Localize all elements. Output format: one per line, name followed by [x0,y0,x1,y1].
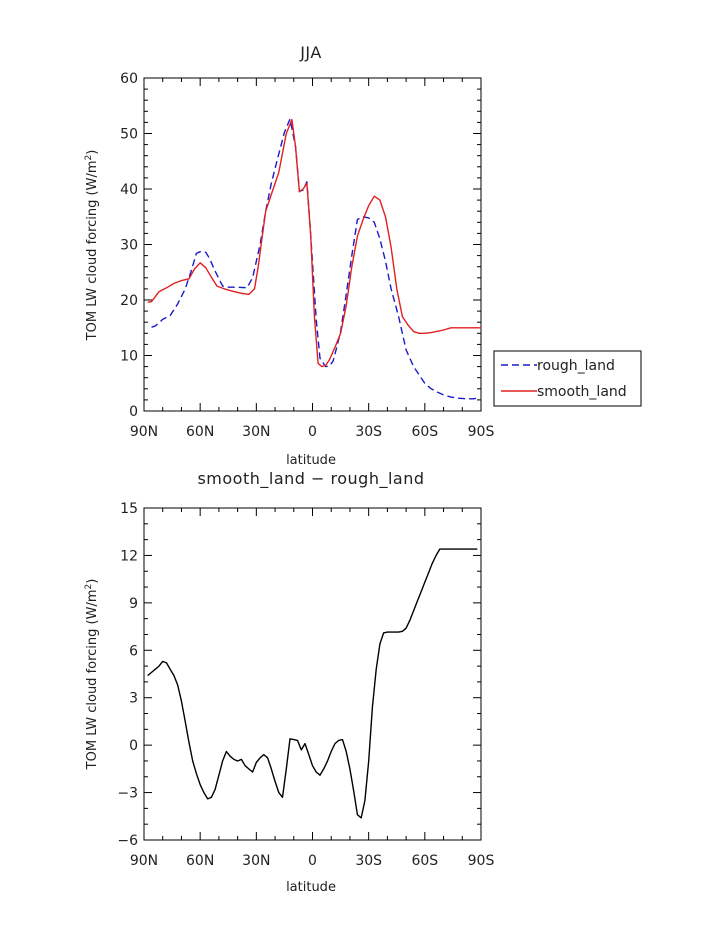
bottom-y-tick-label: −3 [117,786,138,802]
legend: rough_land smooth_land [493,350,642,407]
bottom-y-tick-label: 15 [120,501,138,517]
top-x-tick-label: 30S [355,424,382,440]
top-y-tick-label: 30 [120,238,138,254]
top-xaxis-label: latitude [286,453,336,468]
bottom-y-tick-label: 0 [129,738,138,754]
top-chart-title: JJA [299,43,322,62]
bottom-chart-title: smooth_land − rough_land [197,469,424,489]
top-x-tick-label: 0 [308,424,317,440]
top-yaxis-label: TOM LW cloud forcing (W/m2) [84,150,100,342]
legend-rough-land-label: rough_land [537,358,615,374]
bottom-y-tick-label: 12 [120,548,138,564]
legend-box [493,350,642,407]
legend-smooth-land-label: smooth_land [537,384,627,400]
bottom-x-tick-label: 90N [130,853,158,869]
bottom-x-tick-label: 0 [308,853,317,869]
top-plot-frame [143,77,482,412]
top-y-tick-label: 50 [120,127,138,143]
top-series-rough-land [151,118,480,400]
top-y-tick-label: 40 [120,182,138,198]
top-y-tick-label: 60 [120,71,138,87]
bottom-chart: smooth_land − rough_land 90N 60N 30N 0 30S 60… [84,469,494,895]
bottom-x-tick-label: 60N [186,853,214,869]
bottom-x-tick-label: 30N [242,853,270,869]
top-series-smooth-land [147,118,481,368]
top-y-tick-label: 0 [129,404,138,420]
top-x-tick-label: 90S [468,424,495,440]
bottom-y-tick-label: 3 [129,691,138,707]
bottom-y-tick-label: −6 [117,833,138,849]
bottom-y-tick-label: 9 [129,596,138,612]
top-x-tick-label: 90N [130,424,158,440]
bottom-series-line-0 [147,548,478,819]
bottom-x-tick-label: 30S [355,853,382,869]
bottom-yaxis-label: TOM LW cloud forcing (W/m2) [84,579,100,771]
top-x-tick-label: 60S [411,424,438,440]
bottom-y-tick-label: 6 [129,643,138,659]
bottom-plot-frame [143,507,482,841]
bottom-xaxis-label: latitude [286,880,336,895]
top-x-tick-label: 30N [242,424,270,440]
top-x-tick-label: 60N [186,424,214,440]
bottom-x-tick-label: 90S [468,853,495,869]
bottom-x-tick-label: 60S [411,853,438,869]
top-chart: JJA 90N 60N 30N 0 30S 60S 90S 0 10 20 30 40 50 60 lat… [84,43,642,468]
top-y-tick-label: 20 [120,293,138,309]
top-y-tick-label: 10 [120,349,138,365]
